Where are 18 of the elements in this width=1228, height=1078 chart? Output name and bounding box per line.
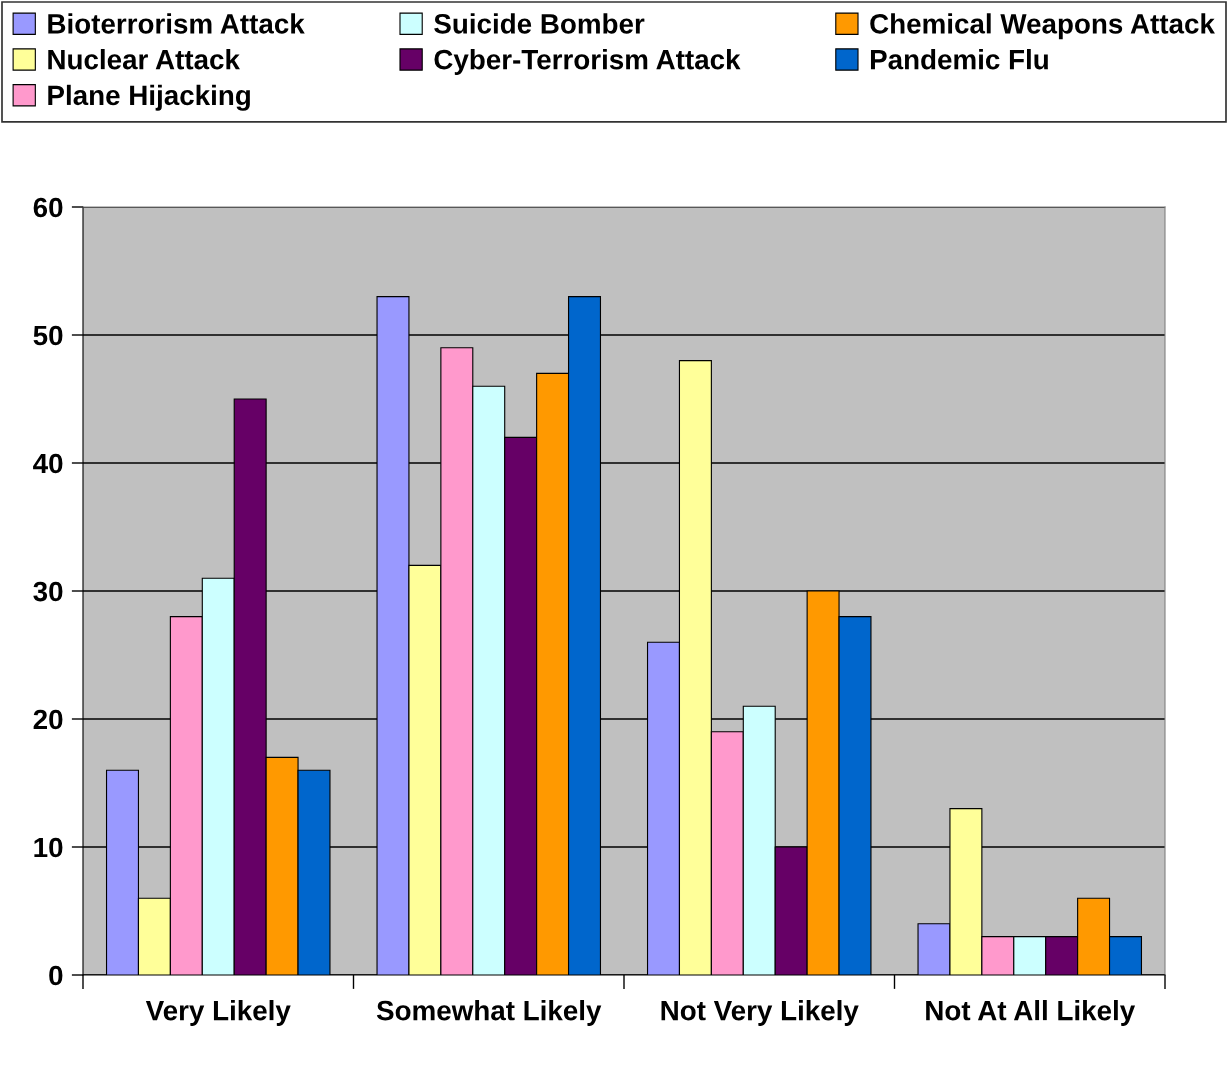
y-tick-label: 20 <box>33 709 63 730</box>
legend-label: Bioterrorism Attack <box>48 13 305 34</box>
y-tick-label: 0 <box>49 965 63 986</box>
y-tick-label: 60 <box>33 197 63 218</box>
legend-label: Pandemic Flu <box>870 49 1048 70</box>
x-tick-label: Somewhat Likely <box>376 1000 602 1026</box>
y-tick-label: 40 <box>33 453 63 474</box>
legend-label: Nuclear Attack <box>48 49 240 70</box>
y-tick-label: 10 <box>34 837 63 858</box>
legend-label: Cyber-Terrorism Attack <box>434 49 741 75</box>
y-tick-label: 30 <box>33 581 63 602</box>
legend-label: Suicide Bomber <box>434 13 645 34</box>
x-tick-label: Not Very Likely <box>661 1000 859 1026</box>
legend-label: Chemical Weapons Attack <box>870 13 1215 40</box>
y-tick-label: 50 <box>33 325 63 346</box>
x-tick-label: Not At All Likely <box>926 1000 1136 1026</box>
x-tick-label: Very Likely <box>145 1000 291 1026</box>
legend-label: Plane Hijacking <box>48 84 250 111</box>
